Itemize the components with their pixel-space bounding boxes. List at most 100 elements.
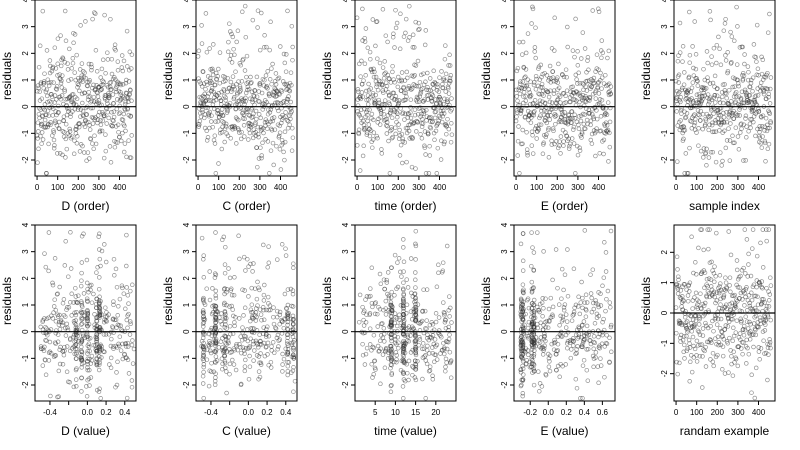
data-point [522,83,527,89]
data-point [438,351,443,356]
data-point [124,263,129,269]
data-point [435,145,441,151]
data-point [268,19,273,25]
data-point [282,129,288,135]
data-point [108,16,113,22]
data-point [423,152,428,157]
data-point [111,344,116,349]
data-point [420,355,426,360]
data-point [580,30,586,35]
data-point [412,73,417,78]
data-point [705,92,711,97]
data-point [105,84,111,90]
data-point [446,81,452,86]
data-point [76,339,81,344]
data-point [119,53,125,58]
data-point [110,317,116,322]
data-point [397,127,402,133]
data-point [444,97,450,102]
data-point [258,124,264,130]
data-point [230,307,235,312]
data-point [56,119,62,125]
data-point [697,332,703,337]
data-point [204,138,210,143]
data-point [571,141,577,146]
data-point [744,337,749,343]
data-point [677,50,683,55]
data-point [213,330,218,335]
data-point [237,83,243,89]
y-tick-label: 0 [660,310,669,315]
y-tick-label: 2 [341,276,350,281]
data-point [433,128,439,134]
data-point [425,332,430,338]
data-point [720,344,726,349]
data-point [718,150,723,155]
data-point [67,46,72,52]
data-point [227,57,233,62]
data-point [123,341,128,347]
data-point [360,304,365,310]
data-point [597,151,602,156]
data-point [110,92,116,97]
data-point [97,247,102,252]
data-point [276,344,281,349]
data-point [693,66,699,72]
data-point [737,331,743,336]
data-point [284,52,289,57]
data-point [448,78,453,84]
data-point [238,345,243,350]
data-point [375,324,380,329]
data-point [401,34,407,39]
data-point [91,82,96,88]
data-point [264,44,269,50]
data-point [223,319,228,324]
data-point [413,377,419,383]
data-point [65,61,70,66]
data-point [37,89,42,94]
data-point [223,98,228,103]
data-point [85,298,90,304]
data-point [200,381,206,386]
x-tick-label: 0.0 [543,408,555,417]
data-point [420,86,425,91]
data-point [254,94,260,99]
x-tick-label: 0 [35,183,40,192]
data-point [704,49,710,54]
data-point [593,153,598,159]
data-point [689,353,694,358]
data-point [92,10,97,15]
data-point [759,297,765,302]
data-point [762,140,768,146]
data-point [60,323,65,328]
plot-frame [34,224,137,402]
data-point [273,325,278,330]
data-point [358,74,363,79]
data-point [363,351,369,357]
data-point [222,314,228,320]
data-point [388,110,393,115]
data-point [234,116,240,122]
data-point [541,249,546,254]
data-point [85,348,91,354]
data-point [115,359,120,365]
data-point [212,133,218,138]
data-point [676,277,681,283]
data-point [443,356,449,362]
data-point [213,324,218,329]
data-point [563,325,569,330]
data-point [578,396,583,401]
data-point [410,135,415,140]
y-tick-label: -1 [660,339,669,347]
data-point [746,129,751,134]
data-point [766,289,771,294]
data-point [525,150,530,156]
data-point [745,64,751,69]
data-point [77,121,82,126]
data-point [79,389,84,394]
data-point [577,148,583,153]
data-point [249,310,254,315]
data-point [60,152,65,158]
data-point [536,338,541,344]
data-point [540,314,545,319]
